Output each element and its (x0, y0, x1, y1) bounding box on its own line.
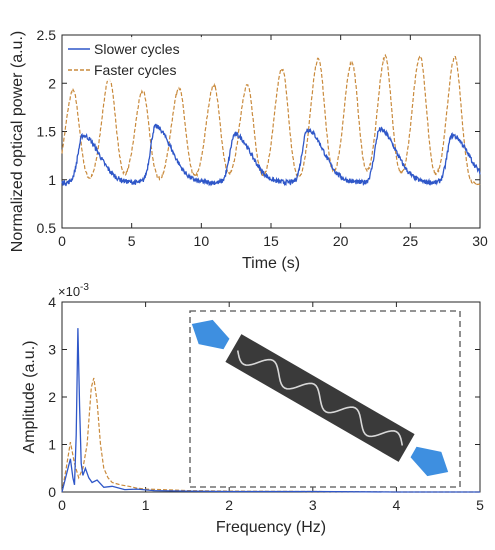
x-axis-label: Frequency (Hz) (216, 519, 326, 536)
x-tick-label: 0 (58, 497, 66, 513)
y-tick-label: 0.5 (37, 220, 57, 236)
series-faster-cycles (61, 377, 480, 493)
x-tick-label: 1 (142, 497, 150, 513)
x-tick-label: 30 (472, 233, 488, 249)
frequency-domain-chart: 0 1 2 3 4 5 0 1 2 3 4 Frequency (Hz) Amplitude (a.u.… (21, 282, 484, 536)
x-tick-label: 2 (225, 497, 233, 513)
legend: Slower cycles Faster cycles (64, 37, 204, 81)
inset-illustration (189, 310, 461, 488)
x-axis-label: Time (s) (242, 255, 300, 272)
x-tick-label: 5 (476, 497, 484, 513)
y-tick-label: 3 (48, 342, 56, 358)
y-tick-label: 2 (48, 389, 56, 405)
y-tick-label: 2 (48, 75, 56, 91)
series-slower-cycles (61, 328, 480, 493)
series-faster-cycles (61, 53, 481, 187)
y-tick-label: 4 (48, 294, 56, 310)
right-arrow-icon (410, 446, 449, 477)
axis-exponent-power: -3 (80, 282, 89, 293)
y-tick-label: 2.5 (37, 27, 57, 43)
y-tick-label: 1 (48, 172, 56, 188)
optical-fiber-wave (236, 350, 404, 446)
x-tick-label: 20 (333, 233, 349, 249)
time-domain-chart: 0 5 10 15 20 25 30 0.5 1 1.5 2 2.5 Time (s) Normalize… (9, 27, 488, 272)
legend-label-slower: Slower cycles (94, 41, 180, 57)
legend-box (64, 37, 204, 81)
x-tick-label: 3 (309, 497, 317, 513)
x-tick-label: 4 (393, 497, 401, 513)
y-tick-label: 0 (48, 484, 56, 500)
x-tick-label: 15 (263, 233, 279, 249)
x-tick-label: 0 (58, 233, 66, 249)
rod-group (191, 319, 449, 477)
x-tick-label: 25 (403, 233, 419, 249)
series-slower-cycles (61, 123, 481, 187)
y-axis-label: Normalized optical power (a.u.) (9, 31, 26, 252)
left-arrow-icon (191, 319, 230, 350)
y-tick-label: 1.5 (37, 124, 57, 140)
inset-dashed-box (189, 310, 461, 488)
axis-exponent-label: ×10 (58, 284, 80, 299)
legend-label-faster: Faster cycles (94, 62, 176, 78)
y-axis-label: Amplitude (a.u.) (21, 341, 38, 454)
y-tick-label: 1 (48, 437, 56, 453)
x-tick-label: 10 (194, 233, 210, 249)
x-tick-label: 5 (128, 233, 136, 249)
